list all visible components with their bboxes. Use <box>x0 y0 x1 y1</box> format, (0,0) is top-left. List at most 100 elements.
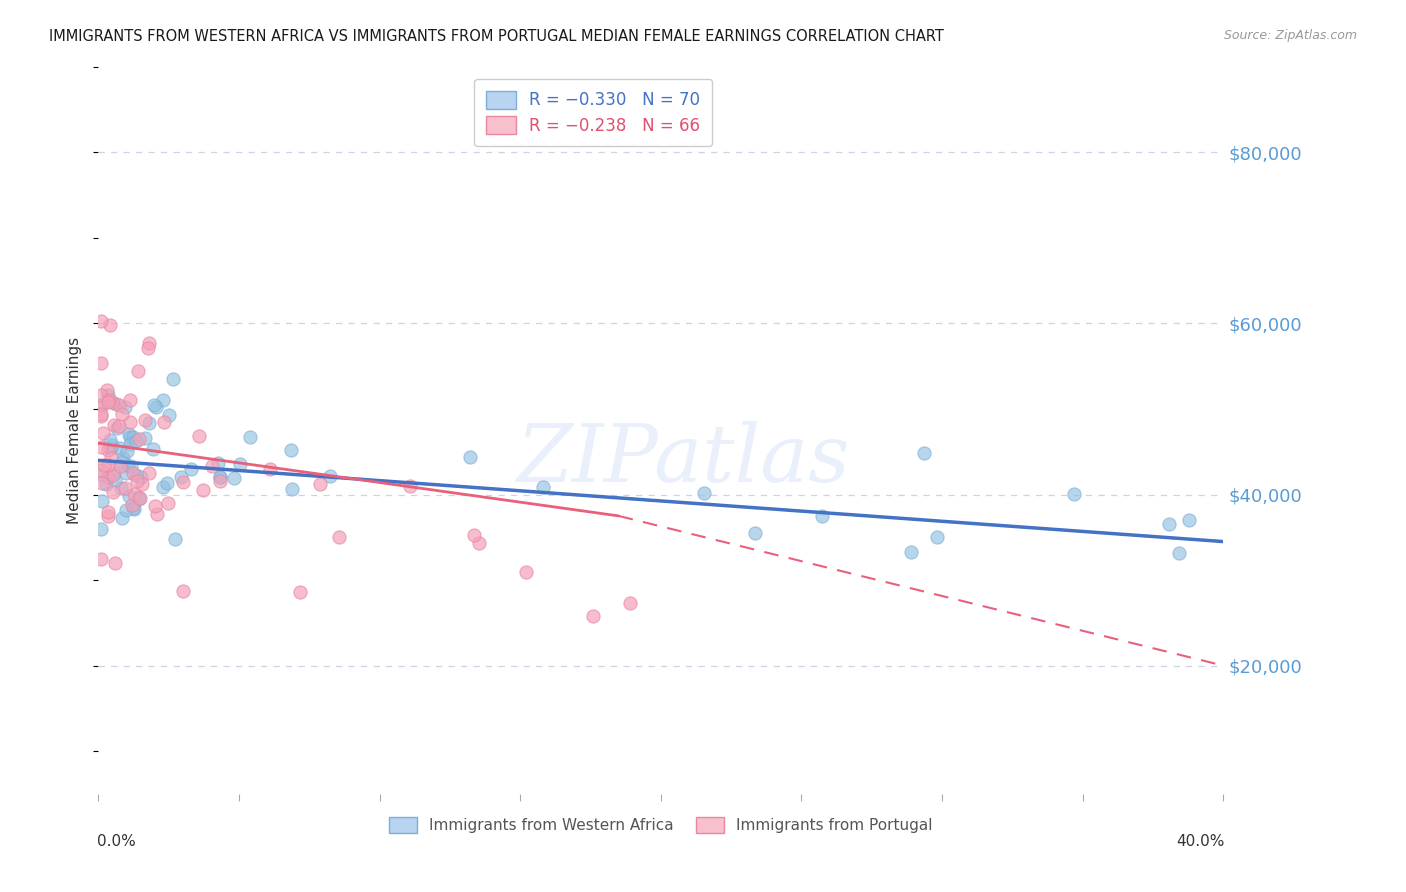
Point <box>122 466 145 480</box>
Point <box>157 496 180 510</box>
Point <box>107 421 129 435</box>
Point <box>1063 486 1085 500</box>
Point <box>744 525 766 540</box>
Point <box>104 473 127 487</box>
Point <box>619 596 641 610</box>
Point <box>288 585 311 599</box>
Point <box>114 502 136 516</box>
Point <box>96 383 118 397</box>
Point <box>100 318 122 332</box>
Point <box>90 356 112 370</box>
Point <box>180 462 202 476</box>
Point <box>90 409 112 423</box>
Point <box>98 433 121 447</box>
Text: Source: ZipAtlas.com: Source: ZipAtlas.com <box>1223 29 1357 42</box>
Point <box>152 480 174 494</box>
Point <box>399 479 422 493</box>
Point <box>121 430 143 444</box>
Y-axis label: Median Female Earnings: Median Female Earnings <box>67 337 83 524</box>
Point <box>111 455 134 469</box>
Text: IMMIGRANTS FROM WESTERN AFRICA VS IMMIGRANTS FROM PORTUGAL MEDIAN FEMALE EARNING: IMMIGRANTS FROM WESTERN AFRICA VS IMMIGR… <box>49 29 943 44</box>
Point <box>98 392 121 407</box>
Point <box>97 505 120 519</box>
Point <box>91 494 114 508</box>
Point <box>90 463 112 477</box>
Point <box>170 470 193 484</box>
Point <box>90 388 112 402</box>
Point <box>93 426 115 441</box>
Point <box>125 434 148 449</box>
Point <box>110 459 132 474</box>
Point <box>308 476 330 491</box>
Point <box>90 314 112 328</box>
Text: ZIPatlas: ZIPatlas <box>516 421 851 499</box>
Point <box>143 399 166 413</box>
Point <box>94 476 117 491</box>
Point <box>118 437 141 451</box>
Point <box>111 450 134 465</box>
Point <box>280 482 302 496</box>
Point <box>127 491 149 505</box>
Point <box>97 395 120 409</box>
Point <box>97 509 120 524</box>
Point <box>222 470 245 484</box>
Point <box>90 399 112 413</box>
Point <box>163 533 186 547</box>
Point <box>468 536 491 550</box>
Point <box>172 583 194 598</box>
Point <box>1177 513 1199 527</box>
Point <box>127 364 149 378</box>
Point <box>201 458 224 473</box>
Point <box>90 475 112 490</box>
Point <box>120 415 142 429</box>
Point <box>157 409 180 423</box>
Point <box>207 456 229 470</box>
Point <box>115 467 138 481</box>
Point <box>120 430 142 444</box>
Point <box>93 458 115 472</box>
Point <box>162 372 184 386</box>
Point <box>90 398 112 412</box>
Text: 0.0%: 0.0% <box>97 834 136 849</box>
Point <box>115 443 138 458</box>
Point <box>103 417 125 432</box>
Point <box>138 417 160 431</box>
Point <box>280 442 302 457</box>
Point <box>209 470 232 484</box>
Point <box>138 466 160 480</box>
Point <box>138 335 160 350</box>
Point <box>117 459 139 474</box>
Point <box>90 440 112 454</box>
Point <box>229 457 252 471</box>
Point <box>239 430 262 444</box>
Point <box>129 491 152 505</box>
Point <box>128 432 150 446</box>
Point <box>97 388 120 402</box>
Point <box>134 432 156 446</box>
Point <box>118 489 141 503</box>
Point <box>811 508 834 523</box>
Point <box>208 474 231 488</box>
Point <box>187 429 209 443</box>
Point <box>582 608 605 623</box>
Point <box>128 491 150 506</box>
Point <box>146 507 169 521</box>
Point <box>463 528 485 542</box>
Point <box>104 397 127 411</box>
Point <box>120 458 142 473</box>
Text: 40.0%: 40.0% <box>1175 834 1225 849</box>
Point <box>90 407 112 421</box>
Point <box>90 552 112 566</box>
Point <box>108 419 131 434</box>
Point <box>118 392 141 407</box>
Point <box>110 481 132 495</box>
Point <box>319 469 342 483</box>
Point <box>208 469 231 483</box>
Point <box>693 486 716 500</box>
Point <box>328 530 350 544</box>
Point <box>145 400 167 414</box>
Point <box>531 480 554 494</box>
Point <box>103 466 125 480</box>
Point <box>100 438 122 452</box>
Point <box>172 475 194 490</box>
